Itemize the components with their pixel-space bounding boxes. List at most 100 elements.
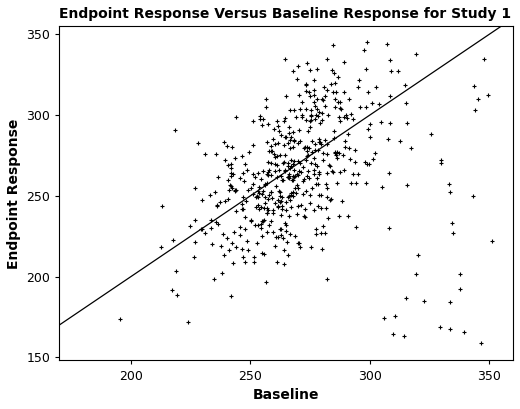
Point — [289, 68, 297, 74]
Point — [323, 169, 331, 176]
Point — [285, 124, 293, 130]
Point — [476, 339, 485, 346]
Point — [240, 226, 249, 232]
Point — [254, 170, 262, 177]
Point — [289, 189, 297, 196]
Point — [319, 222, 327, 229]
Point — [254, 194, 263, 200]
Point — [403, 182, 411, 189]
Point — [280, 159, 288, 166]
Point — [287, 189, 295, 196]
Point — [362, 66, 370, 72]
Point — [225, 187, 233, 193]
Point — [349, 116, 357, 122]
Point — [364, 89, 372, 96]
Point — [278, 205, 286, 212]
Point — [310, 98, 319, 105]
Point — [226, 182, 235, 188]
Point — [323, 185, 331, 191]
Point — [191, 216, 199, 223]
Point — [333, 98, 342, 105]
Point — [305, 145, 314, 151]
Point — [191, 239, 199, 245]
Point — [219, 231, 227, 237]
Point — [274, 140, 282, 146]
Point — [253, 240, 261, 246]
Point — [220, 198, 229, 204]
Point — [302, 81, 310, 88]
Point — [310, 161, 319, 167]
Point — [340, 114, 348, 120]
Point — [363, 161, 371, 168]
Point — [264, 207, 272, 214]
Point — [261, 181, 269, 187]
Point — [352, 180, 360, 186]
Point — [285, 197, 294, 203]
Point — [474, 96, 483, 102]
Point — [252, 194, 261, 200]
Point — [207, 241, 216, 247]
Point — [227, 170, 236, 176]
Point — [437, 157, 445, 163]
Point — [244, 187, 252, 193]
Point — [307, 112, 315, 118]
Point — [333, 180, 341, 187]
Point — [213, 202, 221, 209]
Point — [365, 160, 373, 167]
Point — [322, 204, 330, 211]
Point — [217, 243, 225, 249]
Point — [313, 163, 321, 169]
Point — [270, 126, 279, 132]
Point — [279, 261, 288, 268]
Point — [282, 221, 290, 228]
Point — [263, 210, 271, 216]
Point — [315, 191, 323, 198]
Point — [241, 258, 249, 265]
Point — [168, 286, 176, 293]
Point — [456, 285, 464, 292]
Point — [296, 106, 304, 112]
Point — [307, 244, 315, 251]
Point — [294, 203, 302, 210]
Point — [402, 120, 411, 126]
Point — [289, 172, 297, 179]
Point — [287, 134, 295, 141]
Point — [298, 114, 307, 121]
Point — [265, 148, 274, 155]
Point — [292, 189, 300, 196]
Point — [257, 221, 265, 227]
Point — [351, 159, 359, 166]
Point — [277, 173, 285, 180]
Point — [310, 167, 318, 173]
Point — [292, 211, 301, 218]
Point — [239, 206, 247, 213]
Point — [345, 144, 353, 151]
Point — [265, 166, 273, 173]
Point — [321, 137, 329, 144]
Point — [278, 193, 287, 200]
Point — [343, 115, 351, 122]
Point — [291, 233, 299, 239]
Point — [223, 143, 231, 150]
Point — [274, 197, 282, 204]
Point — [330, 128, 339, 134]
Point — [257, 225, 266, 231]
Point — [224, 177, 232, 183]
Point — [268, 148, 277, 154]
Point — [350, 147, 359, 154]
Point — [301, 213, 309, 220]
Point — [331, 80, 340, 86]
Point — [322, 141, 331, 148]
Point — [239, 254, 247, 260]
Point — [279, 160, 287, 166]
Point — [228, 184, 236, 191]
Point — [261, 200, 269, 206]
Point — [306, 123, 315, 130]
Point — [267, 172, 275, 178]
Point — [243, 247, 252, 253]
Point — [307, 112, 316, 119]
Point — [307, 107, 315, 113]
Point — [255, 189, 263, 196]
Point — [290, 158, 298, 164]
Point — [198, 225, 206, 232]
